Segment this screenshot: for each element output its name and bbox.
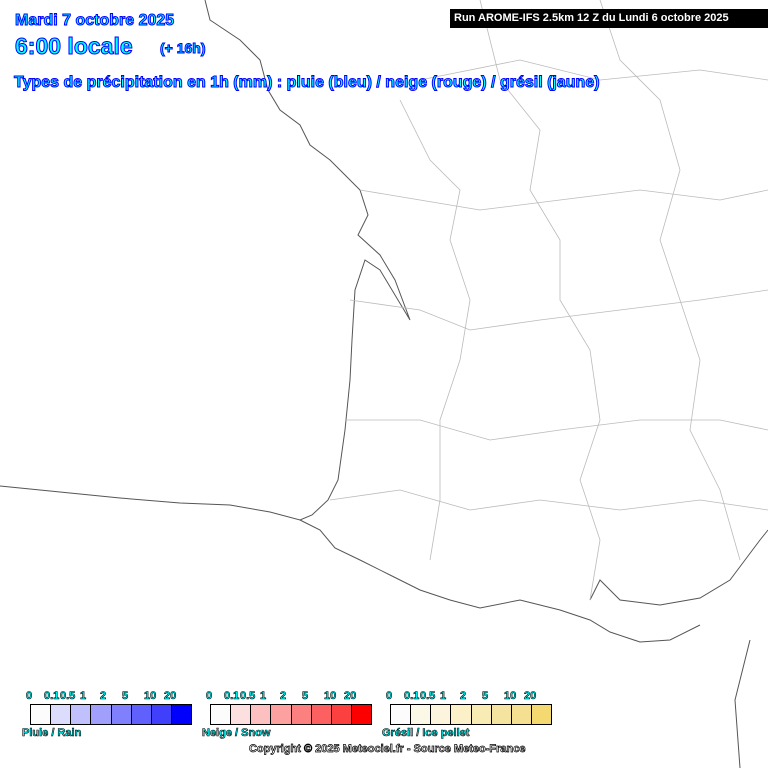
legend-tick: 2: [280, 690, 287, 703]
legend-swatch: [271, 705, 292, 724]
legend-swatch: [511, 705, 532, 724]
legend-swatch: [331, 705, 352, 724]
legend-tick: 1: [260, 690, 267, 703]
legend-tick: 1: [80, 690, 87, 703]
legend-0: 0 0.1 0.5 1 2 5 10 20 Pluie / Rain: [22, 690, 192, 740]
legend-colorbar: [30, 704, 192, 725]
legend-tick: 1: [440, 690, 447, 703]
legend-tick: 5: [482, 690, 489, 703]
legend-tick: 0: [26, 690, 33, 703]
legend-swatch: [211, 705, 232, 724]
copyright: Copyright © 2025 Meteociel.fr - Source M…: [249, 743, 526, 756]
legend-swatch: [391, 705, 412, 724]
legend-tick: 0.5: [60, 690, 76, 703]
legend-name: Neige / Snow: [202, 727, 271, 740]
legend-tick: 0: [386, 690, 393, 703]
mediterranean-coastline: [589, 529, 768, 606]
legend-tick: 0.5: [240, 690, 256, 703]
legend-tick: 0.5: [420, 690, 436, 703]
legend-tick: 0.1: [224, 690, 240, 703]
legend-swatch: [311, 705, 332, 724]
pyrenees-border: [299, 519, 701, 643]
legend-2: 0 0.1 0.5 1 2 5 10 20 Grésil / Ice pellet: [382, 690, 552, 740]
legend-swatch: [351, 705, 371, 724]
east-coast: [734, 639, 751, 768]
legend-colorbar: [210, 704, 372, 725]
legend-tick: 10: [324, 690, 337, 703]
legend-tick: 20: [164, 690, 177, 703]
legend-tick: 2: [100, 690, 107, 703]
legend-tick: 10: [144, 690, 157, 703]
legend-tick: 5: [122, 690, 129, 703]
model-run-label: Run AROME-IFS 2.5km 12 Z du Lundi 6 octo…: [450, 9, 768, 28]
legend-swatch: [151, 705, 172, 724]
legend-swatch: [251, 705, 272, 724]
legend-swatch: [171, 705, 191, 724]
legend-swatch: [31, 705, 52, 724]
legend-tick: 20: [344, 690, 357, 703]
department-borders: [329, 0, 768, 601]
legend-tick: 10: [504, 690, 517, 703]
legend-swatch: [451, 705, 472, 724]
map-subtitle: Types de précipitation en 1h (mm) : plui…: [14, 74, 601, 92]
legend-colorbar: [390, 704, 552, 725]
legend-ticks: 0 0.1 0.5 1 2 5 10 20: [24, 690, 192, 704]
legend-swatch: [491, 705, 512, 724]
legend-tick: 0.1: [404, 690, 420, 703]
legend-name: Grésil / Ice pellet: [382, 727, 470, 740]
legend-tick: 20: [524, 690, 537, 703]
legend-tick: 2: [460, 690, 467, 703]
legend-name: Pluie / Rain: [22, 727, 82, 740]
legend-tick: 0: [206, 690, 213, 703]
legend-swatch: [531, 705, 551, 724]
legend-swatch: [131, 705, 152, 724]
legend-swatch: [51, 705, 72, 724]
atlantic-coastline: [0, 0, 411, 521]
legend-swatch: [111, 705, 132, 724]
legend-swatch: [431, 705, 452, 724]
legend-ticks: 0 0.1 0.5 1 2 5 10 20: [204, 690, 372, 704]
legend-swatch: [471, 705, 492, 724]
legend-tick: 5: [302, 690, 309, 703]
legend-swatch: [291, 705, 312, 724]
legend-1: 0 0.1 0.5 1 2 5 10 20 Neige / Snow: [202, 690, 372, 740]
forecast-date: Mardi 7 octobre 2025: [14, 12, 175, 30]
legend-swatch: [71, 705, 92, 724]
lead-time: (+ 16h): [160, 40, 207, 57]
legend-swatch: [411, 705, 432, 724]
legend-ticks: 0 0.1 0.5 1 2 5 10 20: [384, 690, 552, 704]
forecast-time: 6:00 locale: [15, 33, 134, 60]
legend-swatch: [231, 705, 252, 724]
legend-tick: 0.1: [44, 690, 60, 703]
legend-swatch: [91, 705, 112, 724]
